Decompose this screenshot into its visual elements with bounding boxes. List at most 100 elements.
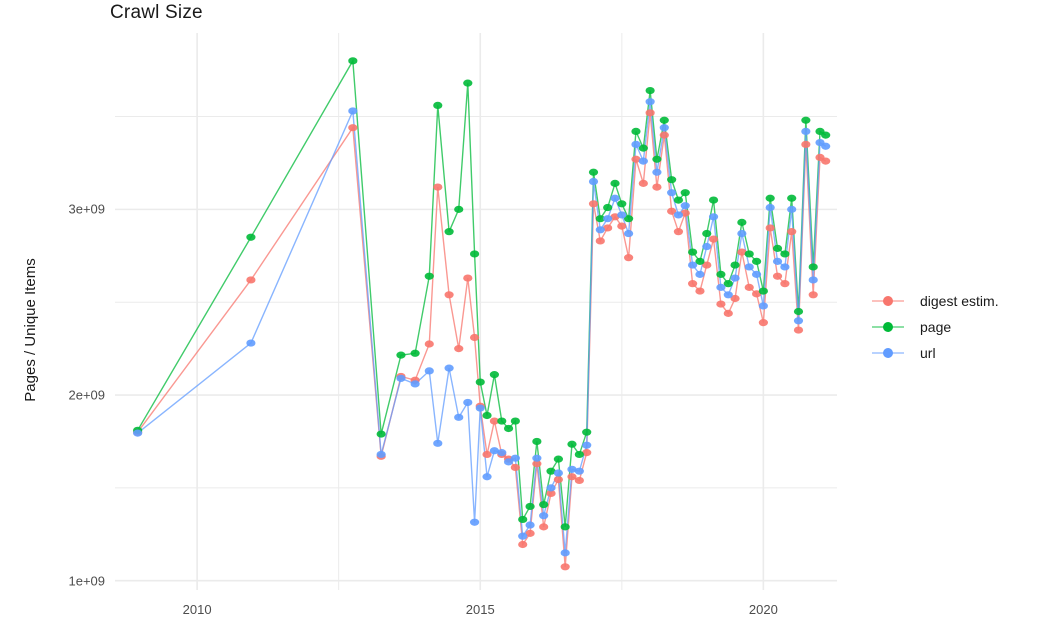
data-point bbox=[723, 280, 733, 288]
data-point bbox=[454, 345, 464, 353]
data-point bbox=[708, 213, 719, 221]
legend-key-icon bbox=[872, 317, 904, 337]
data-point bbox=[688, 280, 698, 288]
series-line-digest-estim- bbox=[137, 112, 827, 567]
data-point bbox=[793, 326, 804, 334]
data-point bbox=[246, 339, 256, 347]
data-point bbox=[638, 179, 648, 187]
data-point bbox=[410, 349, 420, 357]
chart-title: Crawl Size bbox=[110, 2, 203, 23]
data-point bbox=[553, 475, 563, 484]
data-point bbox=[808, 263, 818, 271]
data-point bbox=[787, 228, 797, 236]
legend-item-url[interactable]: url bbox=[872, 340, 1052, 366]
data-point bbox=[716, 270, 726, 278]
data-point bbox=[433, 183, 443, 191]
x-tick-label: 2010 bbox=[182, 602, 212, 617]
data-point bbox=[631, 140, 641, 148]
legend-key-icon bbox=[872, 291, 904, 311]
data-point bbox=[396, 351, 406, 359]
data-point bbox=[396, 374, 406, 382]
data-point bbox=[772, 272, 783, 280]
data-point bbox=[659, 116, 669, 124]
data-point bbox=[497, 449, 507, 457]
legend-item-page[interactable]: page bbox=[872, 314, 1052, 340]
data-point bbox=[546, 484, 556, 492]
data-point bbox=[246, 233, 256, 241]
legend-label: digest estim. bbox=[920, 293, 999, 309]
grid-major bbox=[115, 33, 837, 590]
data-point bbox=[793, 317, 804, 325]
data-point bbox=[348, 57, 358, 65]
data-point bbox=[673, 211, 684, 219]
data-point bbox=[808, 291, 818, 299]
x-tick-label: 2015 bbox=[465, 602, 495, 617]
data-point bbox=[708, 196, 719, 204]
data-point bbox=[638, 144, 648, 152]
data-point bbox=[667, 207, 677, 215]
data-point bbox=[659, 124, 669, 132]
data-point bbox=[780, 280, 790, 288]
data-point bbox=[424, 340, 434, 348]
data-point bbox=[680, 202, 690, 210]
data-point bbox=[631, 127, 641, 135]
data-point bbox=[772, 257, 783, 265]
data-point bbox=[475, 378, 485, 386]
x-tick-label: 2020 bbox=[748, 602, 778, 617]
data-point bbox=[489, 371, 499, 379]
legend-item-digest-estim[interactable]: digest estim. bbox=[872, 288, 1052, 314]
data-point bbox=[482, 473, 492, 481]
data-point bbox=[475, 404, 485, 412]
data-point bbox=[595, 226, 605, 234]
data-point bbox=[610, 179, 620, 187]
data-point bbox=[525, 529, 535, 537]
data-point bbox=[532, 437, 542, 446]
data-point bbox=[469, 333, 480, 342]
data-point bbox=[780, 250, 790, 258]
data-point bbox=[560, 549, 570, 557]
data-point bbox=[787, 194, 797, 202]
data-point bbox=[444, 228, 454, 236]
grid-minor bbox=[115, 33, 837, 590]
data-point bbox=[588, 177, 599, 186]
data-point bbox=[680, 189, 690, 197]
data-point bbox=[730, 261, 740, 269]
data-point bbox=[410, 380, 420, 388]
legend: digest estim. page url bbox=[872, 288, 1052, 366]
data-point bbox=[510, 463, 520, 472]
data-point bbox=[463, 398, 473, 407]
data-point bbox=[617, 222, 627, 230]
data-point bbox=[716, 283, 726, 291]
data-point bbox=[560, 563, 570, 571]
data-point bbox=[595, 237, 605, 245]
data-point bbox=[546, 489, 556, 498]
data-point bbox=[695, 287, 705, 295]
data-point bbox=[624, 254, 634, 262]
legend-key-icon bbox=[872, 343, 904, 363]
data-point bbox=[645, 98, 655, 106]
data-point bbox=[652, 155, 662, 163]
data-point bbox=[652, 183, 662, 191]
data-point bbox=[695, 257, 705, 265]
data-point bbox=[482, 450, 492, 459]
y-tick-label: 1e+09 bbox=[68, 573, 105, 589]
data-point bbox=[787, 205, 797, 213]
data-point bbox=[582, 449, 592, 457]
data-point bbox=[624, 215, 634, 223]
data-point bbox=[688, 248, 698, 256]
data-point bbox=[510, 417, 520, 425]
plot-area bbox=[115, 33, 837, 590]
data-point bbox=[463, 274, 473, 282]
data-point bbox=[702, 229, 712, 238]
data-point bbox=[376, 430, 386, 438]
data-point bbox=[497, 417, 507, 425]
data-point bbox=[560, 523, 570, 531]
data-point bbox=[708, 235, 719, 243]
data-point bbox=[532, 460, 542, 468]
legend-label: url bbox=[920, 345, 936, 361]
data-point bbox=[667, 176, 677, 184]
data-point bbox=[730, 294, 740, 303]
data-point bbox=[518, 540, 528, 549]
data-point bbox=[716, 300, 726, 308]
